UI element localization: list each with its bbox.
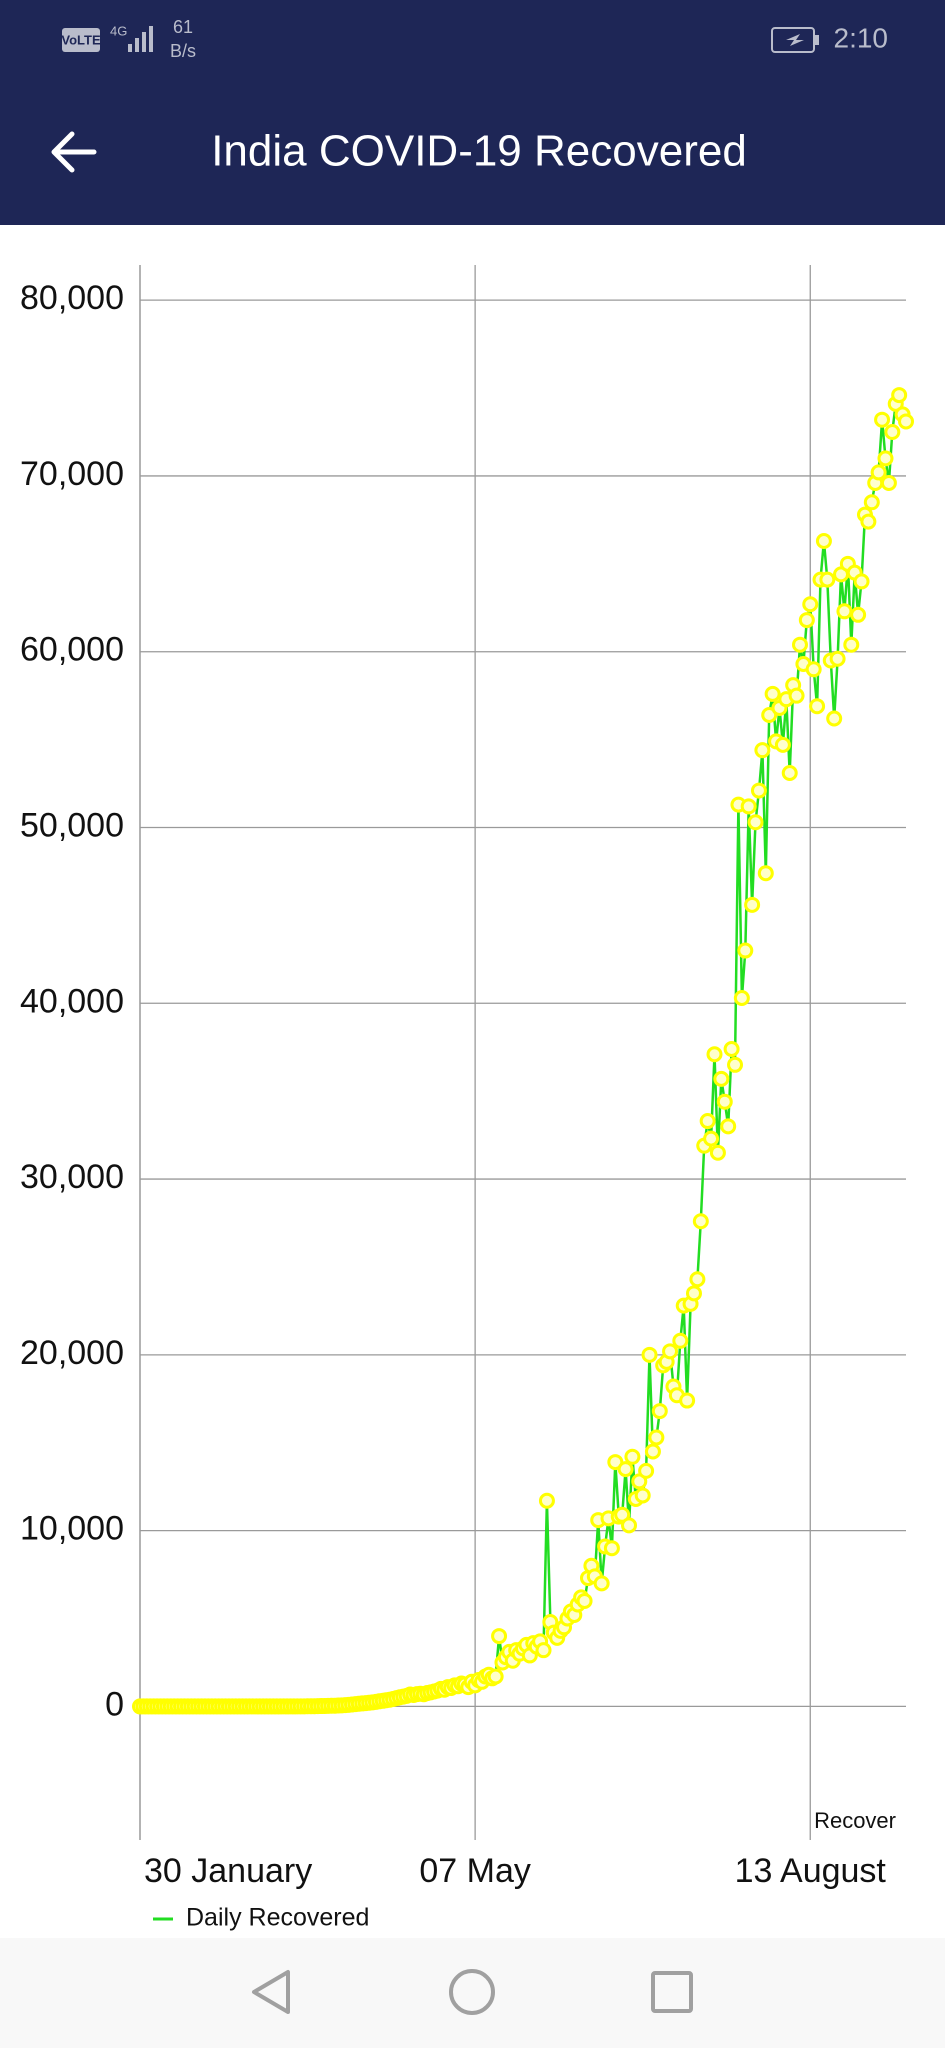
- data-point: [692, 1213, 709, 1230]
- data-point: [491, 1628, 508, 1645]
- y-tick-label: 40,000: [20, 982, 124, 1020]
- data-point: [621, 1517, 638, 1534]
- data-point: [740, 798, 757, 815]
- network-type: 4G: [110, 23, 127, 38]
- data-point: [644, 1443, 661, 1460]
- data-point: [750, 782, 767, 799]
- data-point: [709, 1144, 726, 1161]
- series-line: [140, 390, 908, 1708]
- data-point: [679, 1392, 696, 1409]
- y-tick-label: 80,000: [20, 279, 124, 317]
- data-point: [788, 687, 805, 704]
- data-point: [774, 736, 791, 753]
- app-bar-background: [0, 0, 945, 225]
- data-point: [720, 1118, 737, 1135]
- y-tick-label: 60,000: [20, 631, 124, 669]
- y-tick-label: 50,000: [20, 806, 124, 844]
- legend-label: Daily Recovered: [186, 1904, 369, 1932]
- x-tick-label: 07 May: [419, 1852, 531, 1890]
- signal-icon: [128, 26, 153, 52]
- data-point: [713, 1070, 730, 1087]
- data-point: [819, 571, 836, 588]
- volte-badge: [62, 28, 100, 52]
- data-point: [863, 494, 880, 511]
- app-title: India COVID-19 Recovered: [211, 127, 747, 176]
- chart: 0 10,000 20,000 30,000 40,000 50,000 60,000 70,…: [20, 265, 914, 1932]
- data-point: [648, 1429, 665, 1446]
- data-point: [703, 1130, 720, 1147]
- data-point: [850, 606, 867, 623]
- y-tick-label: 30,000: [20, 1158, 124, 1196]
- data-point: [576, 1592, 593, 1609]
- data-point: [538, 1492, 555, 1509]
- data-point: [880, 474, 897, 491]
- data-point: [651, 1403, 668, 1420]
- data-point: [764, 685, 781, 702]
- data-point: [617, 1461, 634, 1478]
- data-point: [870, 464, 887, 481]
- nav-recents[interactable]: [651, 1971, 693, 2013]
- data-point: [805, 661, 822, 678]
- back-button[interactable]: [51, 131, 97, 173]
- data-point: [603, 1540, 620, 1557]
- data-point: [727, 1056, 744, 1073]
- data-point: [634, 1487, 651, 1504]
- data-point: [843, 636, 860, 653]
- data-point: [624, 1448, 641, 1465]
- data-point: [689, 1271, 706, 1288]
- data-point: [757, 865, 774, 882]
- data-point: [798, 612, 815, 629]
- data-point: [898, 413, 914, 430]
- data-point: [853, 573, 870, 590]
- clock: 2:10: [834, 22, 889, 53]
- x-tick-label: 30 January: [144, 1852, 312, 1890]
- chart-description: Recover: [814, 1808, 896, 1833]
- battery-icon: [771, 27, 819, 53]
- x-tick-label: 13 August: [735, 1852, 887, 1890]
- data-point: [809, 698, 826, 715]
- y-tick-label: 10,000: [20, 1510, 124, 1548]
- data-point: [791, 636, 808, 653]
- y-tick-label: 20,000: [20, 1334, 124, 1372]
- data-point: [829, 650, 846, 667]
- data-point: [874, 411, 891, 428]
- data-point: [826, 710, 843, 727]
- data-point: [593, 1575, 610, 1592]
- data-point: [699, 1113, 716, 1130]
- data-point: [860, 513, 877, 530]
- data-point: [662, 1343, 679, 1360]
- data-point: [836, 603, 853, 620]
- data-point: [754, 742, 771, 759]
- nav-bar: [0, 1938, 945, 2048]
- data-point: [733, 990, 750, 1007]
- data-point: [747, 814, 764, 831]
- data-point: [802, 596, 819, 613]
- data-point: [884, 423, 901, 440]
- data-point: [672, 1332, 689, 1349]
- data-point: [723, 1040, 740, 1057]
- y-tick-label: 70,000: [20, 455, 124, 493]
- y-tick-label: 0: [105, 1685, 124, 1723]
- data-point: [815, 532, 832, 549]
- data-point: [641, 1346, 658, 1363]
- data-point: [638, 1462, 655, 1479]
- data-point: [781, 765, 798, 782]
- volte-text: VoLTE: [61, 32, 101, 47]
- data-point: [487, 1668, 504, 1685]
- data-point: [737, 942, 754, 959]
- data-point: [685, 1285, 702, 1302]
- data-point: [706, 1046, 723, 1063]
- data-point: [877, 450, 894, 467]
- nav-home[interactable]: [449, 1969, 495, 2015]
- nav-back[interactable]: [252, 1970, 290, 2014]
- data-point: [891, 387, 908, 404]
- data-point: [535, 1642, 552, 1659]
- data-point: [744, 896, 761, 913]
- data-point: [716, 1093, 733, 1110]
- speed-value: 61: [173, 17, 193, 37]
- speed-unit: B/s: [170, 41, 196, 61]
